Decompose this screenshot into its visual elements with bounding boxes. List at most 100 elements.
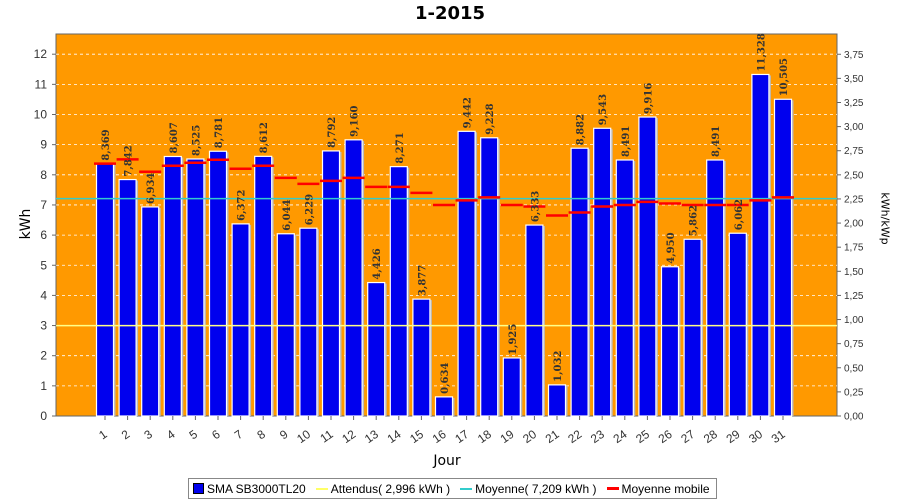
legend-swatch-moyenne [460,487,473,490]
bar [163,155,182,417]
x-tick-label: 20 [520,427,539,446]
y2-tick-label: 1,50 [844,267,864,278]
bar [434,396,454,417]
x-tick-label: 23 [588,427,607,446]
data-label: 8,612 [259,122,270,153]
y2-tick-label: 2,25 [844,194,864,205]
legend-item-attendus: Attendus( 2,996 kWh ) [315,482,450,496]
legend-item-moyenne: Moyenne( 7,209 kWh ) [460,481,597,496]
data-label: 10,505 [779,58,790,96]
data-label: 4,426 [372,248,383,279]
x-tick-label: 2 [119,427,133,442]
data-label: 8,491 [711,126,722,157]
bar [547,384,567,417]
bar [502,357,521,417]
data-label: 8,607 [169,122,180,153]
x-tick-label: 12 [339,427,358,446]
x-tick-label: 24 [611,427,630,446]
data-label: 11,328 [756,33,767,71]
data-label: 6,934 [146,173,157,204]
x-tick-label: 1 [96,427,110,442]
x-tick-label: 18 [475,427,494,446]
x-tick-label: 16 [430,427,449,446]
data-label: 8,781 [214,117,225,148]
data-label: 9,228 [485,103,496,134]
legend-label-production: SMA SB3000TL20 [207,481,306,496]
y2-tick-label: 2,50 [844,170,864,181]
data-label: 6,044 [282,199,293,230]
data-label: 4,950 [666,232,677,263]
x-tick-label: 21 [543,427,562,446]
x-tick-label: 29 [724,427,743,446]
y-tick-label: 0 [40,409,47,423]
x-tick-label: 22 [565,427,584,446]
legend-swatch-moyenne-mobile [606,487,619,490]
bar [728,232,747,417]
data-label: 3,877 [417,265,428,296]
y-tick-label: 4 [40,288,47,302]
bar [299,227,318,417]
x-tick-label: 11 [317,427,336,446]
y2-tick-label: 3,75 [844,50,864,61]
data-label: 9,442 [463,97,474,128]
x-tick-label: 30 [746,427,765,446]
y2-tick-label: 3,00 [844,122,864,133]
data-label: 1,925 [508,324,519,355]
data-label: 5,862 [689,205,700,236]
data-label: 8,491 [621,126,632,157]
bar [683,238,702,417]
bar [638,116,657,417]
x-tick-label: 17 [452,427,471,446]
bar [660,266,680,417]
data-label: 8,271 [395,132,406,163]
data-label: 9,543 [598,94,609,125]
bar [95,163,115,417]
legend-label-moyenne-mobile: Moyenne mobile [621,481,710,496]
bar [254,155,273,417]
x-tick-label: 3 [141,427,155,442]
x-tick-label: 6 [209,427,223,442]
y2-tick-label: 2,75 [844,146,864,157]
y2-tick-label: 0,25 [844,387,864,398]
y2-tick-label: 2,00 [844,219,864,230]
x-tick-label: 25 [633,427,652,446]
bar [367,281,386,417]
y-tick-label: 6 [40,228,47,242]
y-tick-label: 5 [40,258,47,272]
bar [751,73,770,417]
bar [118,178,137,417]
x-tick-label: 4 [164,427,178,442]
x-tick-label: 26 [656,427,675,446]
legend-label-moyenne: Moyenne( 7,209 kWh ) [475,481,597,496]
bar [480,137,499,417]
chart-title: 1-2015 [414,3,486,24]
bar [186,158,205,417]
bar [344,139,363,417]
y-tick-label: 7 [40,198,47,212]
x-tick-label: 13 [362,427,381,446]
bar [525,224,544,417]
data-label: 8,882 [576,114,587,145]
x-tick-label: 5 [187,427,201,442]
legend-item-production: SMA SB3000TL20 [193,482,306,496]
x-tick-label: 27 [678,427,697,446]
data-label: 8,525 [191,125,202,156]
bar [773,98,793,417]
data-label: 6,372 [237,190,248,221]
data-label: 9,916 [643,83,654,114]
y-tick-label: 11 [35,77,48,91]
x-tick-label: 28 [701,427,720,446]
y2-tick-label: 3,25 [844,98,864,109]
bar [389,166,408,417]
x-tick-label: 19 [498,427,517,446]
legend: SMA SB3000TL20 Attendus( 2,996 kWh ) Moy… [188,478,717,499]
bar [457,130,476,417]
bar [593,127,612,417]
data-label: 6,062 [734,199,745,230]
y2-tick-label: 0,00 [844,412,864,423]
y2-tick-label: 0,50 [844,363,864,374]
bar [208,150,228,417]
x-tick-label: 7 [232,427,246,442]
data-label: 0,634 [440,363,451,394]
